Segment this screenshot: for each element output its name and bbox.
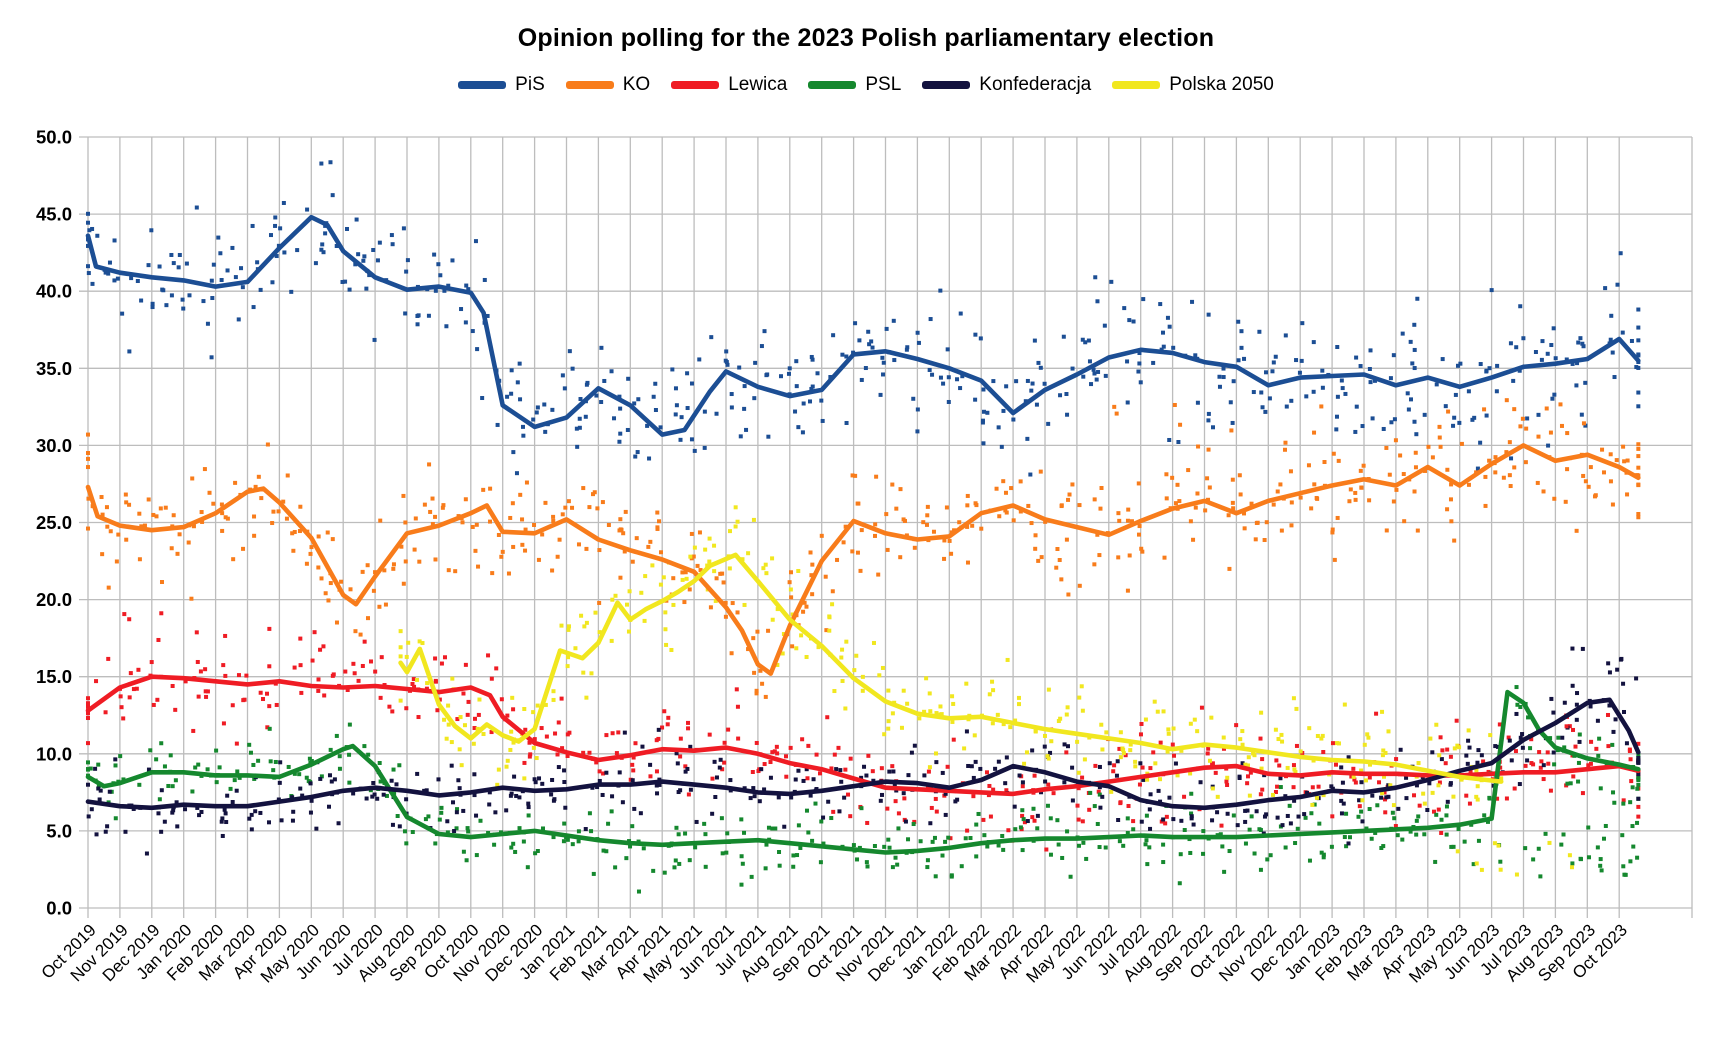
y-axis-tick-label: 30.0	[36, 435, 72, 456]
y-axis-tick-label: 25.0	[36, 512, 72, 533]
chart-title: Opinion polling for the 2023 Polish parl…	[517, 24, 1215, 52]
y-axis-tick-label: 10.0	[36, 743, 72, 764]
legend-label: Konfederacja	[979, 74, 1092, 95]
y-axis-tick-label: 40.0	[36, 281, 72, 302]
legend-swatch-icon	[458, 81, 507, 89]
y-axis-tick-label: 35.0	[36, 358, 72, 379]
y-axis-tick-label: 0.0	[46, 898, 72, 919]
trend-line-konfederacja	[85, 697, 1641, 811]
poll-scatter-points	[86, 160, 1641, 894]
legend-swatch-icon	[1112, 81, 1161, 89]
legend-item-polska-2050: Polska 2050	[1112, 74, 1274, 96]
legend-item-pis: PiS	[458, 74, 545, 96]
trend-lines	[85, 214, 1641, 855]
trend-line-lewica	[85, 674, 1641, 797]
legend-swatch-icon	[565, 81, 614, 89]
legend-item-konfederacja: Konfederacja	[922, 74, 1091, 96]
y-axis-tick-label: 15.0	[36, 666, 72, 687]
y-axis-tick-label: 5.0	[46, 820, 72, 841]
legend-label: Polska 2050	[1169, 74, 1274, 95]
legend-item-psl: PSL	[808, 74, 901, 96]
legend-label: PSL	[865, 74, 902, 95]
y-axis-tick-label: 20.0	[36, 589, 72, 610]
trend-line-polska-2050	[398, 552, 1504, 784]
y-axis-tick-label: 50.0	[36, 127, 72, 148]
legend-swatch-icon	[671, 81, 720, 89]
legend-label: PiS	[515, 74, 545, 95]
legend-item-lewica: Lewica	[671, 74, 787, 96]
legend-label: KO	[622, 74, 651, 95]
legend-label: Lewica	[728, 74, 788, 95]
y-axis-tick-label: 45.0	[36, 204, 72, 225]
legend-item-ko: KO	[565, 74, 651, 96]
legend-swatch-icon	[808, 81, 857, 89]
trend-line-ko	[85, 443, 1641, 676]
trend-line-pis	[85, 214, 1641, 437]
grid: 0.0 5.0 10.0 15.0 20.0 25.0 30.0 35.0 40.0 45.0 50…	[36, 127, 1693, 987]
legend-swatch-icon	[922, 81, 971, 89]
chart-legend: PiS KO Lewica PSL Konfederacja Polska 2050	[0, 74, 1732, 96]
trend-line-psl	[85, 689, 1641, 855]
